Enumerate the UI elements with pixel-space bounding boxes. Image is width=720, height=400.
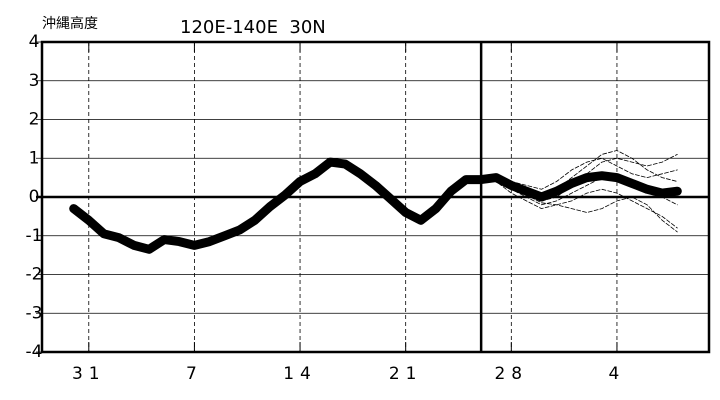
x-tick-label: 21 <box>389 364 423 384</box>
y-tick-label: -3 <box>26 303 43 323</box>
x-tick-label: 7 <box>186 364 203 384</box>
y-tick-label: 0 <box>29 187 40 207</box>
y-tick-label: 4 <box>29 32 40 52</box>
ensemble-line <box>480 179 678 229</box>
x-tick-label: 28 <box>494 364 528 384</box>
y-tick-label: 1 <box>29 148 40 168</box>
x-tick-label: 14 <box>283 364 317 384</box>
y-tick-label: -2 <box>26 265 43 285</box>
y-tick-label: 2 <box>29 110 40 130</box>
chart-subtitle: 120E-140E 30N <box>180 17 326 38</box>
ensemble-line <box>480 179 678 233</box>
y-tick-label: 3 <box>29 71 40 91</box>
y-tick-label: -4 <box>26 342 43 362</box>
y-tick-label: -1 <box>26 226 43 246</box>
chart-title: 沖縄高度 <box>42 15 98 32</box>
plot-frame <box>40 40 711 354</box>
analysis-line <box>69 157 682 254</box>
x-tick-label: 4 <box>609 364 626 384</box>
x-tick-label: 31 <box>72 364 106 384</box>
